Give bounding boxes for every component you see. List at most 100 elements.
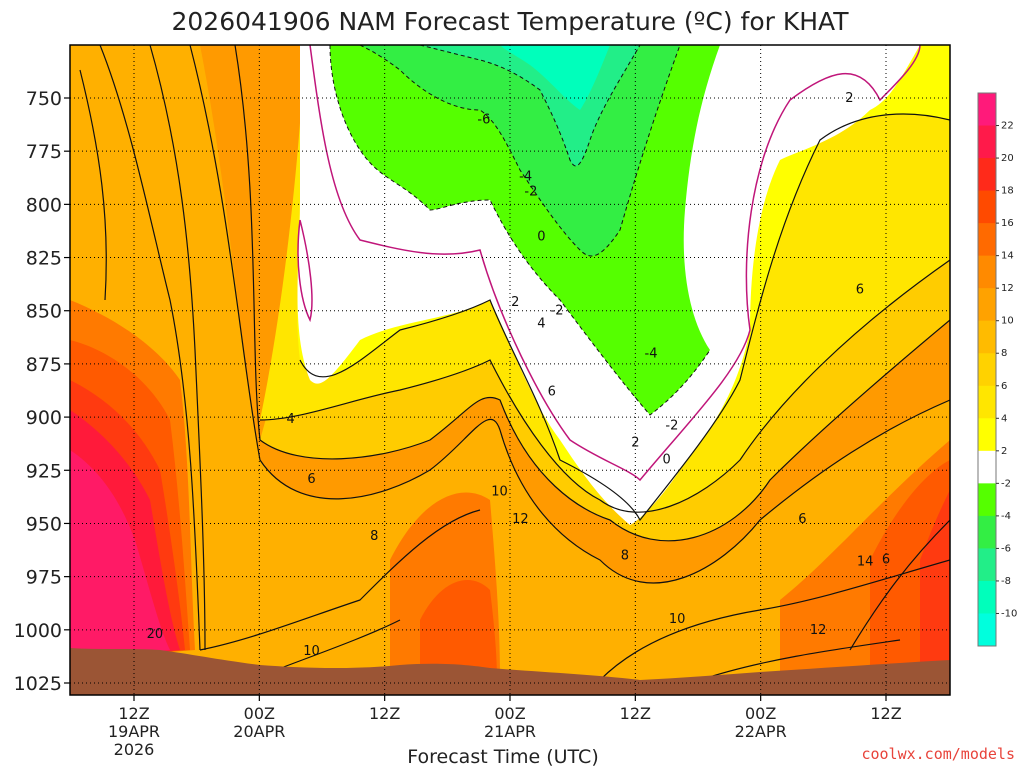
colorbar-label: 18	[1001, 186, 1014, 197]
x-tick-label: 12Z	[620, 704, 651, 723]
contour-label: 8	[621, 548, 629, 563]
colorbar-label: -4	[1001, 511, 1011, 522]
x-tick-year: 2026	[114, 740, 155, 759]
x-axis-title: Forecast Time (UTC)	[407, 746, 598, 768]
colorbar-swatch	[978, 450, 996, 484]
contour-label: 6	[856, 282, 864, 297]
colorbar-swatch	[978, 125, 996, 159]
x-tick-label: 12Z	[369, 704, 400, 723]
colorbar-frame	[977, 92, 997, 647]
y-tick-label: 1000	[14, 620, 62, 642]
x-tick-label: 00Z	[244, 704, 275, 723]
x-tick-label: 00Z	[745, 704, 776, 723]
contour-label: 8	[370, 529, 378, 544]
colorbar-label: -6	[1001, 543, 1011, 554]
contour-label: 12	[512, 512, 529, 527]
colorbar-swatch	[978, 353, 996, 387]
colorbar-swatch	[978, 93, 996, 127]
contour-label: 2	[845, 91, 853, 106]
negative-contours	[329, 45, 711, 416]
contour-label: 2	[511, 295, 519, 310]
colorbar-label: -2	[1001, 478, 1011, 489]
colorbar-label: 16	[1001, 218, 1014, 229]
x-tick-date: 21APR	[484, 722, 536, 741]
colorbar-swatch	[978, 613, 996, 647]
credit-text: coolwx.com/models	[861, 745, 1015, 763]
colorbar-label: 22	[1001, 121, 1014, 132]
contour-label: 6	[548, 385, 556, 400]
contour-label: 20	[147, 627, 164, 642]
y-tick-label: 875	[26, 354, 62, 376]
contour-label: 12	[810, 623, 827, 638]
field-band-20	[70, 450, 170, 660]
contour-label: -2	[665, 419, 678, 434]
y-tick-label: 975	[26, 567, 62, 589]
field-band-8	[70, 45, 950, 695]
contour-lines	[79, 45, 950, 681]
colorbar-swatch	[978, 580, 996, 614]
colorbar-swatch	[978, 255, 996, 289]
contour-label: 14	[857, 555, 874, 570]
x-tick-date: 20APR	[233, 722, 285, 741]
contour-label: 4	[537, 316, 545, 331]
freezing-contour	[297, 45, 921, 482]
y-tick-label: 950	[26, 513, 62, 535]
contour-label: -2	[551, 304, 564, 319]
contour-label: 4	[287, 412, 295, 427]
contour-label: 6	[798, 512, 806, 527]
y-tick-label: 850	[26, 301, 62, 323]
colorbar-swatch	[978, 548, 996, 582]
colorbar-label: -8	[1001, 576, 1011, 587]
temperature-field	[70, 45, 950, 695]
colorbar-swatch	[978, 385, 996, 419]
contour-label: 10	[303, 644, 320, 659]
colorbar-label: 8	[1001, 348, 1007, 359]
colorbar-label: 12	[1001, 283, 1014, 294]
y-axis: 750 775 800 825 850 875 900 925 950 975 1000 1025	[14, 88, 70, 695]
contour-label: 2	[631, 436, 639, 451]
contour-label: -6	[477, 112, 490, 127]
y-tick-label: 1025	[14, 673, 62, 695]
y-tick-label: 900	[26, 407, 62, 429]
colorbar-label: -10	[1001, 608, 1017, 619]
colorbar: 22 20 18 16 14 12 10 8 6 4 2 -2 -4 -6 -8 -10	[977, 92, 1017, 647]
contour-label: 10	[491, 485, 508, 500]
colorbar-swatch	[978, 418, 996, 452]
colorbar-label: 2	[1001, 446, 1007, 457]
colorbar-swatch	[978, 190, 996, 224]
field-band-m8	[500, 45, 610, 110]
colorbar-swatch	[978, 223, 996, 257]
colorbar-swatch	[978, 483, 996, 517]
colorbar-label: 20	[1001, 153, 1014, 164]
contour-label: 6	[882, 553, 890, 568]
x-tick-label: 00Z	[494, 704, 525, 723]
colorbar-swatch	[978, 158, 996, 192]
x-tick-date: 19APR	[108, 722, 160, 741]
y-tick-label: 750	[26, 88, 62, 110]
contour-label: 10	[669, 612, 686, 627]
x-tick-label: 12Z	[870, 704, 901, 723]
grid	[70, 45, 950, 695]
contour-label: 0	[663, 453, 671, 468]
y-tick-label: 925	[26, 460, 62, 482]
contour-label: 6	[307, 472, 315, 487]
colorbar-swatch	[978, 515, 996, 549]
contour-label: -4	[519, 170, 532, 185]
colorbar-label: 10	[1001, 316, 1014, 327]
y-tick-label: 775	[26, 141, 62, 163]
colorbar-swatch	[978, 288, 996, 322]
chart-title: 2026041906 NAM Forecast Temperature (ºC)…	[171, 7, 849, 36]
contour-label: 0	[537, 229, 545, 244]
colorbar-label: 4	[1001, 413, 1007, 424]
x-tick-label: 12Z	[118, 704, 149, 723]
field-band-16-right	[920, 490, 950, 680]
contour-label: -4	[645, 346, 658, 361]
colorbar-label: 14	[1001, 251, 1014, 262]
x-tick-date: 22APR	[735, 722, 787, 741]
y-tick-label: 825	[26, 248, 62, 270]
colorbar-label: 6	[1001, 381, 1007, 392]
y-tick-label: 800	[26, 194, 62, 216]
